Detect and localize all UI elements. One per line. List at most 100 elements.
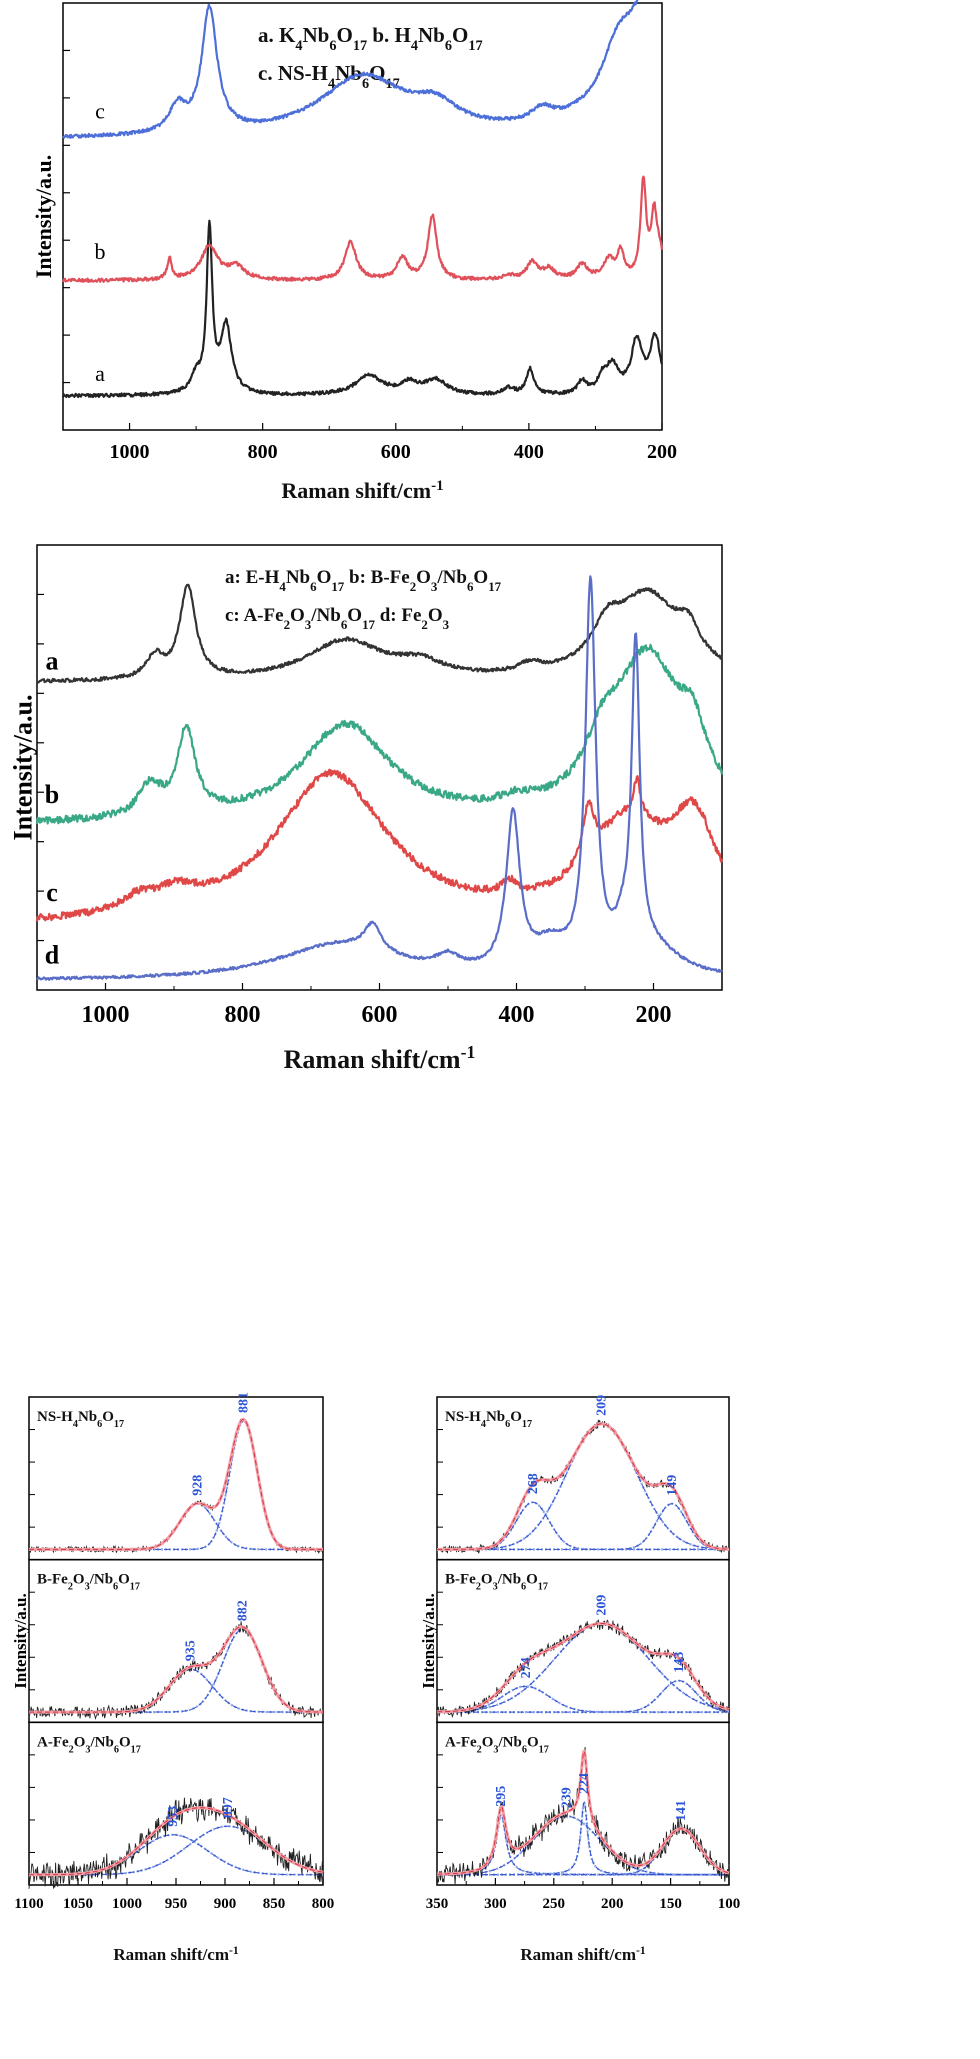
plot-frame xyxy=(62,2,663,431)
panel-label: B-Fe2O3/Nb6O17 xyxy=(37,1572,140,1593)
label-fragment: 6 xyxy=(505,1419,510,1430)
fit-panel: 268 209 149 NS-H4Nb6O17 xyxy=(436,1395,730,1561)
series-label: c xyxy=(46,878,58,907)
label-fragment: b. H xyxy=(367,23,411,47)
label-fragment: O xyxy=(428,605,443,626)
label-fragment: O xyxy=(473,567,488,588)
x-tick-label: 600 xyxy=(362,1002,398,1028)
label-fragment: Raman shift/cm xyxy=(284,1045,461,1074)
x-tick-label: 950 xyxy=(165,1896,188,1912)
peak-label: 209 xyxy=(595,1395,610,1416)
label-fragment: 3 xyxy=(493,1744,498,1755)
label-fragment: Raman shift/cm xyxy=(520,1945,636,1964)
label-fragment: 6 xyxy=(362,76,369,92)
label-fragment: NS-H xyxy=(445,1409,481,1425)
panel-frame xyxy=(28,1721,324,1886)
label-fragment: Nb xyxy=(335,61,362,85)
chart-middle: 1000 800 600 400 200 Raman shift/cm-1 Intensit… xyxy=(9,544,724,1074)
label-fragment: B-Fe xyxy=(445,1572,476,1588)
label-fragment: 2 xyxy=(476,1581,481,1592)
label-fragment: 4 xyxy=(295,38,302,54)
x-axis-label: Raman shift/cm-1 xyxy=(284,1042,476,1074)
label-fragment: 6 xyxy=(341,617,348,632)
label-fragment: 2 xyxy=(68,1581,73,1592)
label-fragment: 4 xyxy=(411,38,418,54)
x-tick-label: 800 xyxy=(248,441,278,463)
label-fragment: O xyxy=(510,1409,522,1425)
label-fragment: 2 xyxy=(284,617,290,632)
series-line-a xyxy=(36,583,724,684)
series-label: b xyxy=(45,780,59,809)
x-tick-label: 200 xyxy=(601,1896,624,1912)
x-tick-label: 600 xyxy=(381,441,411,463)
label-fragment: -1 xyxy=(636,1944,646,1957)
label-fragment: 6 xyxy=(522,1744,527,1755)
panel-label: A-Fe2O3/Nb6O17 xyxy=(37,1734,141,1755)
label-fragment: Nb xyxy=(286,567,310,588)
x-tick-label: 350 xyxy=(426,1896,449,1912)
peak-label: 881 xyxy=(237,1392,252,1413)
label-fragment: 6 xyxy=(467,579,474,594)
label-fragment: NS-H xyxy=(37,1409,73,1425)
label-fragment: O xyxy=(526,1572,538,1588)
label-fragment: 6 xyxy=(310,579,317,594)
label-fragment: 17 xyxy=(488,579,501,594)
fit-envelope-dash xyxy=(29,1807,324,1876)
peak-label: 141 xyxy=(674,1800,689,1821)
panel-label: NS-H4Nb6O17 xyxy=(445,1409,532,1430)
label-fragment: -1 xyxy=(431,478,443,494)
label-fragment: O xyxy=(290,605,305,626)
series-label: d xyxy=(45,940,60,969)
label-fragment: 6 xyxy=(521,1581,526,1592)
fit-envelope xyxy=(437,1422,729,1551)
x-axis-label: Raman shift/cm-1 xyxy=(281,478,443,503)
fit-component-curve xyxy=(29,1825,324,1876)
peak-label: 239 xyxy=(560,1787,575,1808)
panel-label: B-Fe2O3/Nb6O17 xyxy=(445,1572,548,1593)
x-tick-label: 200 xyxy=(647,441,677,463)
label-fragment: O xyxy=(317,567,332,588)
peak-label: 897 xyxy=(221,1797,236,1818)
raw-spectrum xyxy=(28,1621,324,1721)
label-fragment: O xyxy=(119,1734,131,1750)
label-fragment: 17 xyxy=(131,1744,141,1755)
label-fragment: /Nb xyxy=(310,605,341,626)
label-fragment: Nb xyxy=(486,1409,505,1425)
legend-entry: a: E-H4Nb6O17 b: B-Fe2O3/Nb6O17 xyxy=(225,567,502,594)
x-tick-label: 400 xyxy=(514,441,544,463)
fit-envelope-dash xyxy=(29,1626,323,1713)
panel-label: A-Fe2O3/Nb6O17 xyxy=(445,1734,549,1755)
peak-label: 295 xyxy=(494,1786,509,1807)
y-axis-label: Intensity/a.u. xyxy=(9,695,38,841)
label-fragment: 3 xyxy=(305,617,312,632)
x-tick-label: 300 xyxy=(484,1896,507,1912)
label-fragment: A-Fe xyxy=(445,1734,477,1750)
label-fragment: /Nb xyxy=(497,1572,521,1588)
panel-label: NS-H4Nb6O17 xyxy=(37,1409,124,1430)
label-fragment: O xyxy=(347,605,362,626)
fit-component-outline xyxy=(437,1815,729,1876)
label-fragment: /Nb xyxy=(498,1734,522,1750)
peak-label: 953 xyxy=(166,1806,181,1827)
fit-component-outline xyxy=(29,1825,324,1876)
label-fragment: O xyxy=(481,1572,493,1588)
label-fragment: 17 xyxy=(114,1419,124,1430)
label-fragment: /Nb xyxy=(436,567,467,588)
label-fragment: 3 xyxy=(493,1581,498,1592)
peak-label: 935 xyxy=(184,1640,199,1661)
series-line-b xyxy=(61,175,664,283)
label-fragment: A-Fe xyxy=(37,1734,69,1750)
series-line-a xyxy=(61,219,664,399)
label-fragment: 3 xyxy=(443,617,450,632)
x-tick-label: 1100 xyxy=(14,1896,43,1912)
fit-panel: 928 881 NS-H4Nb6O17 xyxy=(28,1392,324,1561)
label-fragment: 6 xyxy=(97,1419,102,1430)
label-fragment: -1 xyxy=(229,1944,239,1957)
label-fragment: c: A-Fe xyxy=(225,605,284,626)
label-fragment: 17 xyxy=(362,617,375,632)
fit-envelope xyxy=(29,1625,323,1714)
label-fragment: b: B-Fe xyxy=(344,567,409,588)
